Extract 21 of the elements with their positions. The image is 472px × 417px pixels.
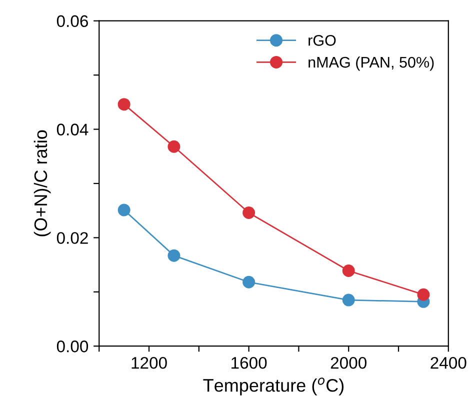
point (342, 294, 355, 306)
point (118, 204, 130, 216)
y-tick-label: 0.04 (56, 124, 88, 136)
y-tick-label: 0.02 (56, 232, 88, 244)
x-tick-label: 2000 (330, 356, 366, 369)
x-axis-title: Temperature ($^{o}$C) (203, 378, 344, 396)
point (242, 206, 256, 220)
y-axis-title: (O+N)/C ratio (34, 130, 51, 236)
point (342, 264, 355, 278)
point (118, 98, 130, 111)
legend-label: rGO (308, 35, 336, 46)
x-tick-label: 2400 (430, 356, 466, 369)
point (417, 288, 430, 301)
legend-label: nMAG (PAN, 50%) (308, 56, 434, 71)
point (168, 249, 180, 262)
x-tick-label: 1200 (132, 356, 167, 369)
y-tick-label: 0.06 (56, 15, 88, 28)
x-tick-label: 1600 (232, 356, 267, 369)
point (168, 140, 180, 153)
y-tick-label: 0.00 (56, 340, 88, 352)
point (242, 276, 256, 288)
